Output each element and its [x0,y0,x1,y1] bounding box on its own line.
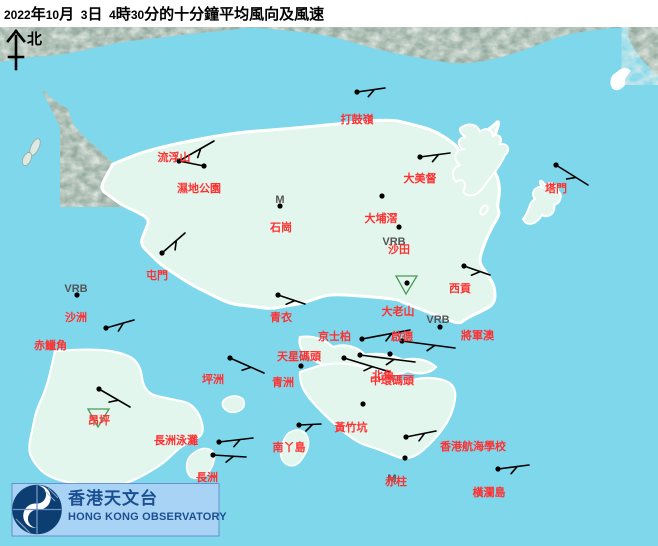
svg-text:HONG KONG OBSERVATORY: HONG KONG OBSERVATORY [68,511,227,523]
svg-text:香港天文台: 香港天文台 [68,488,158,508]
svg-text:VRB: VRB [426,314,449,326]
